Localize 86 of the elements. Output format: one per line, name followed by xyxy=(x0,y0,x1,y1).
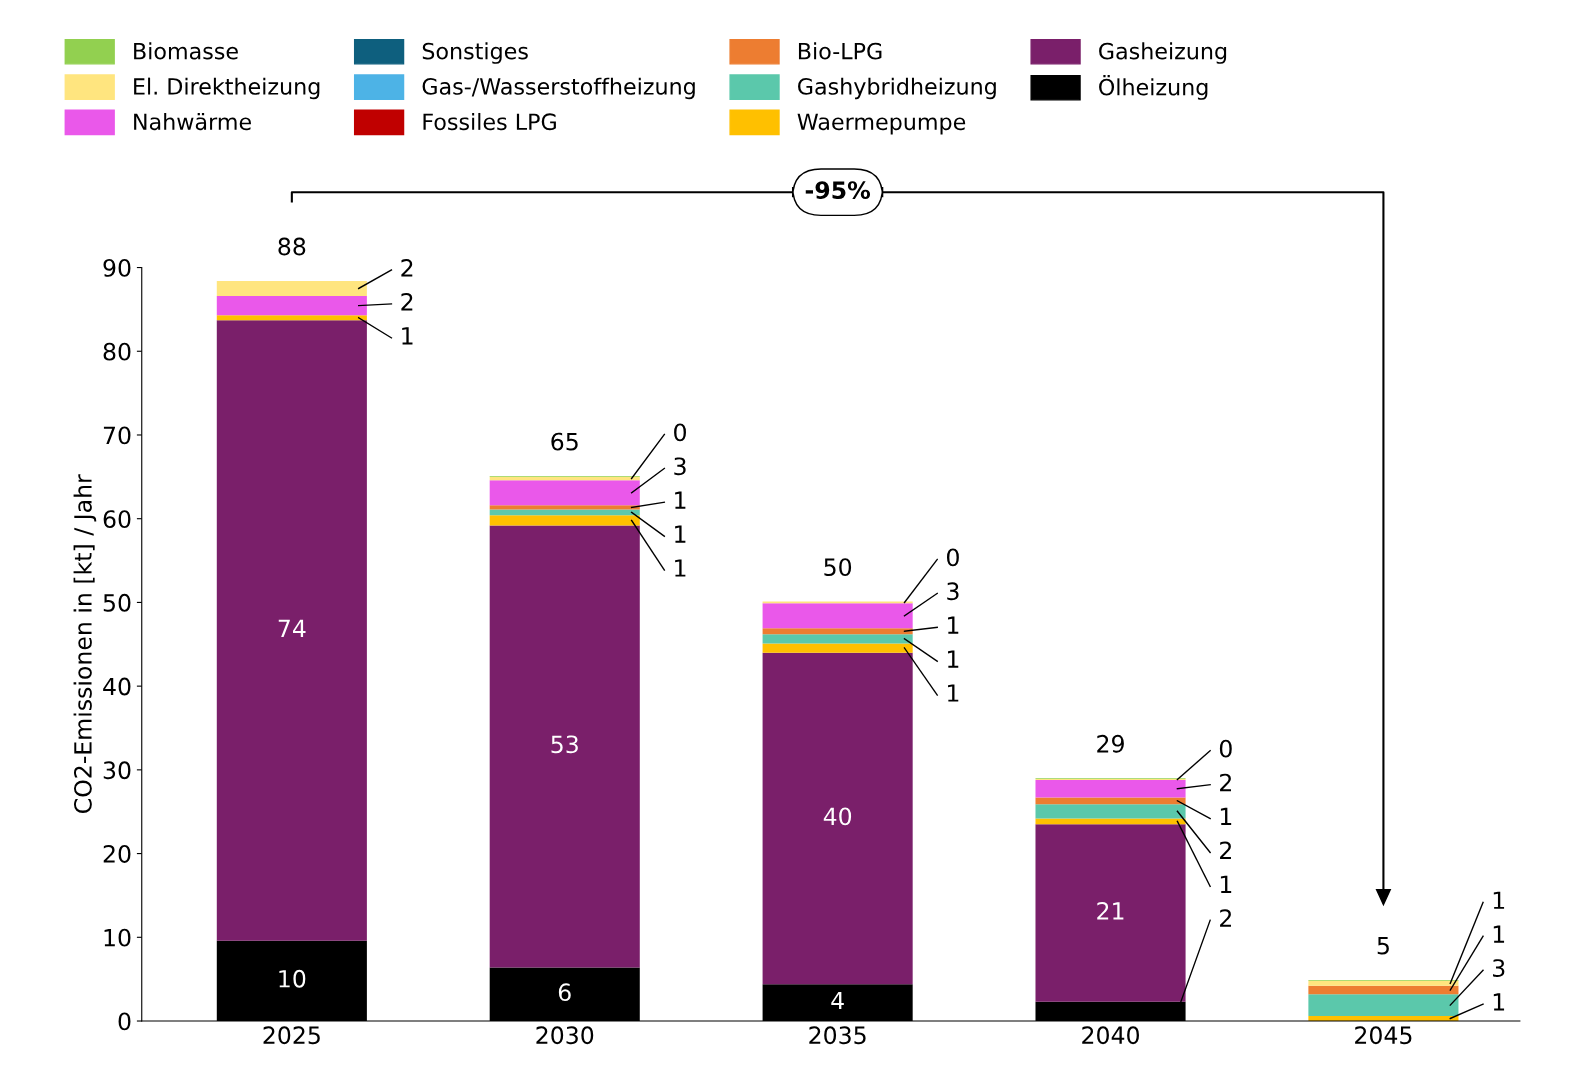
data-label: 3 xyxy=(1493,959,1505,978)
bar xyxy=(489,509,640,516)
legend-label: Fossiles LPG xyxy=(423,112,556,131)
text: -95% xyxy=(805,181,871,200)
bar xyxy=(762,652,913,985)
data-label: 1 xyxy=(1220,875,1232,893)
bar xyxy=(762,643,913,653)
bar xyxy=(216,315,367,321)
data-label: 1 xyxy=(675,491,686,509)
total-label: 5 xyxy=(1377,936,1389,955)
y-tick-label: 20 xyxy=(103,845,131,863)
data-label: 2 xyxy=(401,292,413,311)
bar xyxy=(1035,818,1186,825)
legend-label: Gasheizung xyxy=(1099,42,1227,64)
data-label: 1 xyxy=(1493,925,1505,943)
legend-label: Bio-LPG xyxy=(798,42,882,60)
legend-label: Waermepumpe xyxy=(797,113,966,135)
y-tick-label: 70 xyxy=(103,426,131,445)
data-label: 1 xyxy=(402,327,413,345)
bar xyxy=(489,505,640,510)
y-tick-label: 80 xyxy=(103,342,131,361)
data-label: 2 xyxy=(1220,909,1231,927)
bar xyxy=(216,280,367,296)
bar xyxy=(1308,985,1459,995)
y-tick-label: 40 xyxy=(103,677,131,696)
bar xyxy=(489,476,640,481)
bar xyxy=(216,320,367,941)
bar xyxy=(489,525,640,968)
data-label: 0 xyxy=(946,548,959,567)
bar xyxy=(489,515,640,526)
bar xyxy=(489,480,640,506)
total-label: 65 xyxy=(551,432,578,451)
data-label: 40 xyxy=(823,807,852,826)
bar xyxy=(1035,797,1186,805)
legend-label: Sonstiges xyxy=(422,42,528,64)
data-label: 3 xyxy=(947,582,959,601)
data-label: 1 xyxy=(948,684,959,702)
y-tick-label: 10 xyxy=(104,928,131,947)
y-tick-label: 90 xyxy=(103,258,131,277)
bar xyxy=(1308,994,1459,1016)
data-label: 1 xyxy=(675,559,686,577)
y-axis-title: CO2-Emissionen in [kt] / Jahr xyxy=(73,474,97,814)
data-label: 53 xyxy=(551,735,578,754)
data-label: 1 xyxy=(948,650,959,668)
legend-label: Gas-/Wasserstoffheizung xyxy=(422,77,695,100)
data-label: 6 xyxy=(558,983,571,1002)
data-label: 2 xyxy=(1220,841,1231,859)
x-tick-label: 2045 xyxy=(1355,1026,1412,1045)
data-label: 4 xyxy=(831,991,844,1010)
data-label: 3 xyxy=(674,457,686,476)
x-tick-label: 2025 xyxy=(263,1026,320,1045)
bar xyxy=(1035,779,1186,798)
data-label: 1 xyxy=(1493,891,1505,909)
data-label: 1 xyxy=(948,616,959,634)
x-tick-label: 2040 xyxy=(1082,1026,1140,1045)
data-label: 1 xyxy=(1220,807,1232,826)
legend-label: Biomasse xyxy=(134,42,238,60)
data-label: 2 xyxy=(401,259,413,277)
x-tick-label: 2030 xyxy=(536,1026,594,1045)
bar xyxy=(1035,824,1186,1002)
legend-label: Nahwärme xyxy=(134,112,251,131)
bar xyxy=(762,603,913,629)
data-label: 0 xyxy=(1219,739,1232,758)
data-label: 10 xyxy=(279,969,306,988)
x-tick-label: 2035 xyxy=(809,1026,866,1045)
data-label: 21 xyxy=(1097,902,1124,920)
y-tick-label: 60 xyxy=(103,510,131,529)
bar xyxy=(762,628,913,635)
legend-label: Gashybridheizung xyxy=(798,77,996,100)
total-label: 50 xyxy=(824,558,852,577)
bar xyxy=(1308,980,1459,986)
y-tick-label: 0 xyxy=(118,1012,131,1031)
data-label: 1 xyxy=(1493,993,1505,1011)
bar xyxy=(1035,804,1186,819)
total-label: 29 xyxy=(1097,734,1124,753)
data-label: 1 xyxy=(675,525,686,543)
bar xyxy=(216,296,367,316)
legend-label: Ölheizung xyxy=(1099,74,1208,100)
data-label: 2 xyxy=(1220,773,1231,792)
y-tick-label: 50 xyxy=(103,593,131,612)
bar xyxy=(762,634,913,644)
y-tick-label: 30 xyxy=(103,761,131,780)
data-label: 0 xyxy=(674,423,686,442)
total-label: 88 xyxy=(278,237,306,256)
legend-label: El. Direktheizung xyxy=(134,77,320,100)
data-label: 74 xyxy=(278,619,306,637)
